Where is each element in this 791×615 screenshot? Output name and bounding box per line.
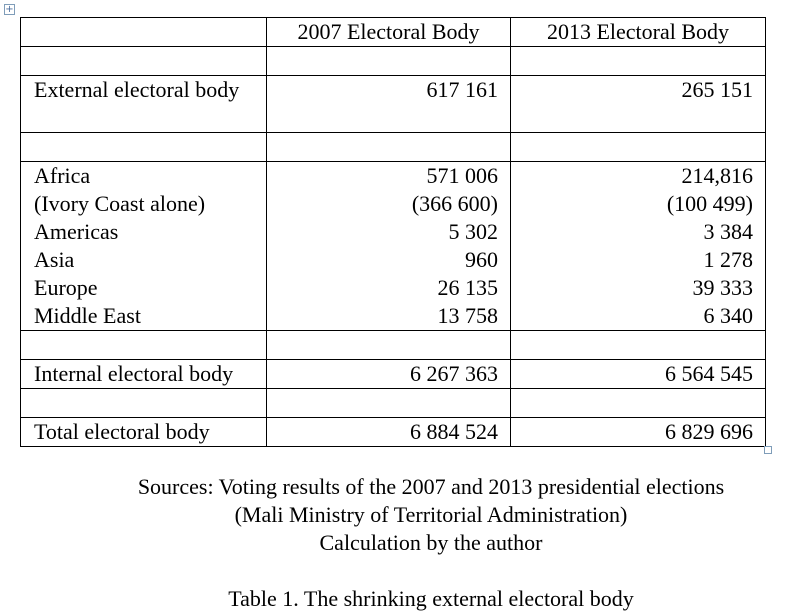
sources-line-1: Sources: Voting results of the 2007 and … (137, 474, 725, 499)
spacer-cell (20, 330, 267, 360)
internal-2013-cell: 6 564 545 (510, 359, 766, 389)
spacer-cell (510, 330, 766, 360)
region-2013-ivory-coast: (100 499) (666, 191, 753, 216)
spacer-cell (266, 46, 511, 76)
region-label-europe: Europe (34, 275, 98, 300)
region-2013-americas: 3 384 (703, 219, 754, 244)
spacer-row (20, 132, 766, 162)
external-label-cell: External electoral body (20, 75, 267, 133)
spacer-cell (510, 46, 766, 76)
region-label-americas: Americas (34, 219, 119, 244)
table-row-total: Total electoral body 6 884 524 6 829 696 (20, 417, 766, 447)
region-labels-cell: Africa (Ivory Coast alone) Americas Asia… (20, 161, 267, 331)
internal-label: Internal electoral body (34, 361, 234, 386)
table-resize-handle[interactable] (764, 446, 772, 454)
external-2013-value: 265 151 (681, 77, 754, 102)
spacer-row (20, 388, 766, 418)
table-row-regions: Africa (Ivory Coast alone) Americas Asia… (20, 161, 766, 331)
spacer-cell (20, 46, 267, 76)
sources-line-3: Calculation by the author (319, 530, 543, 555)
region-label-ivory-coast: (Ivory Coast alone) (34, 191, 206, 216)
spacer-cell (266, 330, 511, 360)
region-2007-americas: 5 302 (448, 219, 499, 244)
region-2007-europe: 26 135 (437, 275, 499, 300)
table-caption: Table 1. The shrinking external electora… (228, 586, 634, 611)
header-2013: 2013 Electoral Body (510, 17, 766, 47)
table-row-external: External electoral body 617 161 265 151 (20, 75, 766, 133)
electoral-body-table: 2007 Electoral Body 2013 Electoral Body … (20, 17, 766, 447)
region-label-africa: Africa (34, 163, 91, 188)
region-2007-cell: 571 006 (366 600) 5 302 960 26 135 13 75… (266, 161, 511, 331)
region-2013-asia: 1 278 (703, 247, 754, 272)
region-2007-middle-east: 13 758 (437, 303, 499, 328)
region-2013-middle-east: 6 340 (703, 303, 754, 328)
spacer-cell (20, 388, 267, 418)
table-row-internal: Internal electoral body 6 267 363 6 564 … (20, 359, 766, 389)
header-2007: 2007 Electoral Body (266, 17, 511, 47)
external-2007-cell: 617 161 (266, 75, 511, 133)
spacer-row (20, 330, 766, 360)
total-2013-cell: 6 829 696 (510, 417, 766, 447)
spacer-row (20, 46, 766, 76)
region-2007-asia: 960 (465, 247, 498, 272)
total-2007-value: 6 884 524 (410, 419, 498, 444)
spacer-cell (510, 132, 766, 162)
region-2013-cell: 214,816 (100 499) 3 384 1 278 39 333 6 3… (510, 161, 766, 331)
region-2007-ivory-coast: (366 600) (411, 191, 498, 216)
sources-line-2: (Mali Ministry of Territorial Administra… (234, 502, 628, 527)
region-2013-africa: 214,816 (681, 163, 754, 188)
internal-2007-value: 6 267 363 (410, 361, 498, 386)
spacer-cell (510, 388, 766, 418)
spacer-cell (20, 132, 267, 162)
table-header-row: 2007 Electoral Body 2013 Electoral Body (20, 17, 766, 47)
external-label: External electoral body (34, 77, 240, 102)
total-label-cell: Total electoral body (20, 417, 267, 447)
total-label: Total electoral body (34, 419, 210, 444)
total-2007-cell: 6 884 524 (266, 417, 511, 447)
header-cell-empty (20, 17, 267, 47)
region-2013-europe: 39 333 (692, 275, 754, 300)
region-2007-africa: 571 006 (426, 163, 499, 188)
region-label-middle-east: Middle East (34, 303, 141, 328)
external-2007-value: 617 161 (426, 77, 499, 102)
external-2013-cell: 265 151 (510, 75, 766, 133)
internal-2007-cell: 6 267 363 (266, 359, 511, 389)
table-move-handle-icon[interactable]: + (4, 4, 15, 15)
internal-label-cell: Internal electoral body (20, 359, 267, 389)
region-label-asia: Asia (34, 247, 75, 272)
sources-note: Sources: Voting results of the 2007 and … (0, 473, 791, 557)
internal-2013-value: 6 564 545 (665, 361, 753, 386)
spacer-cell (266, 132, 511, 162)
spacer-cell (266, 388, 511, 418)
total-2013-value: 6 829 696 (665, 419, 753, 444)
